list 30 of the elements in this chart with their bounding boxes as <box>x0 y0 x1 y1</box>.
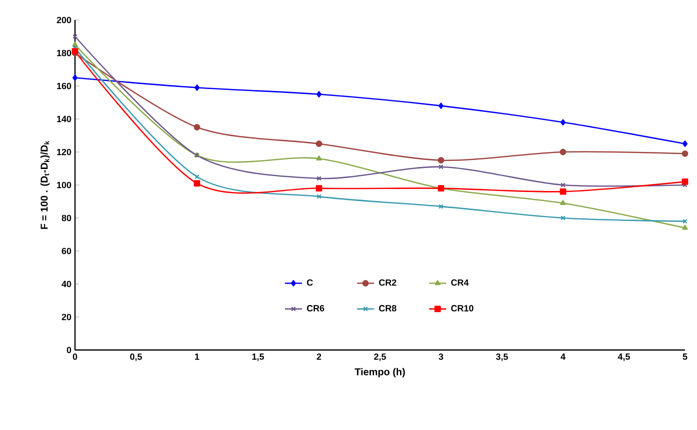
y-tick-label: 120 <box>57 148 72 156</box>
x-tick-label: 4 <box>560 354 566 360</box>
legend-label: CR8 <box>379 305 396 312</box>
legend-label: CR10 <box>451 305 474 312</box>
y-tick-label: 200 <box>56 16 72 24</box>
x-tick-label: 1 <box>195 354 200 360</box>
legend-label: CR2 <box>379 279 396 286</box>
y-tick-label: 100 <box>57 182 72 188</box>
legend-label: CR6 <box>306 305 324 312</box>
x-tick-label: 0,5 <box>130 354 142 362</box>
y-tick-label: 180 <box>57 50 72 56</box>
x-tick-label: 4,5 <box>618 354 630 362</box>
x-tick-label: 1,5 <box>252 354 264 362</box>
x-tick-label: 0 <box>72 354 78 360</box>
y-tick-label: 20 <box>62 314 72 320</box>
legend-label: C <box>306 279 313 286</box>
x-tick-label: 2 <box>316 354 322 360</box>
y-tick-label: 0 <box>66 346 72 354</box>
y-axis-title: F = 100 . (D$_{t}$-D$_{k}$)/D$_{k}$ <box>40 140 50 229</box>
x-tick-label: 2,5 <box>374 354 386 362</box>
y-tick-label: 60 <box>62 248 72 254</box>
y-tick-label: 80 <box>62 214 72 222</box>
y-tick-label: 40 <box>62 280 72 288</box>
legend-label: CR4 <box>451 279 469 286</box>
y-tick-label: 140 <box>57 116 72 122</box>
x-tick-label: 5 <box>682 354 688 360</box>
x-tick-label: 3 <box>438 354 444 360</box>
y-tick-label: 160 <box>57 82 72 90</box>
x-tick-label: 3,5 <box>496 354 508 362</box>
x-axis-title: Tiempo (h) <box>354 368 405 378</box>
